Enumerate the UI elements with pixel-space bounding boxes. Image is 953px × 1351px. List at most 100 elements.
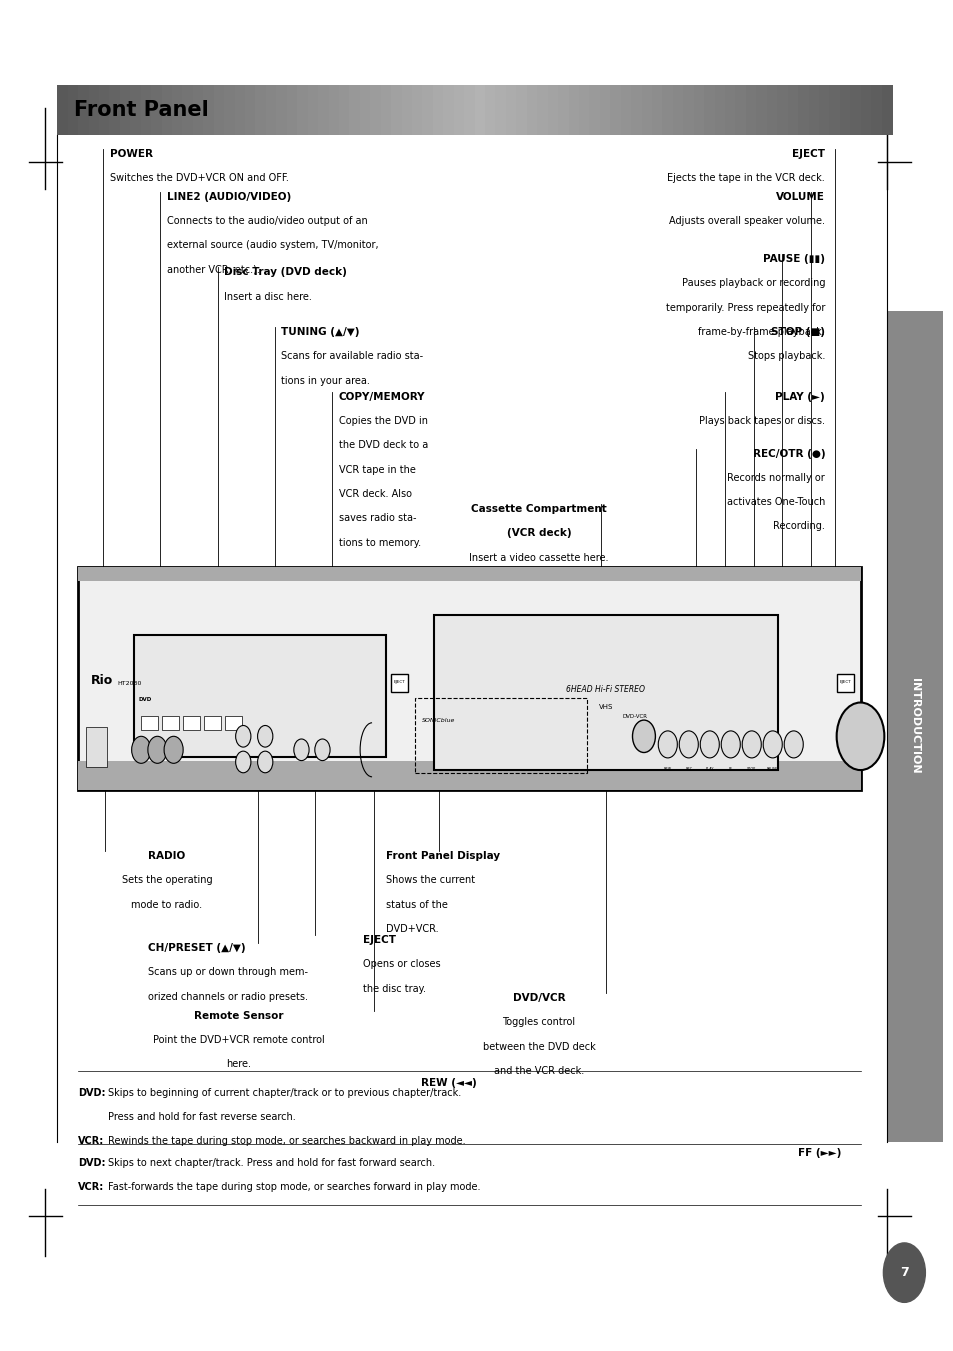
Bar (537, 85, 548, 135)
Text: Connects to the audio/video output of an: Connects to the audio/video output of an (167, 216, 367, 226)
Bar (568, 85, 579, 135)
Bar (370, 85, 381, 135)
Bar (78, 761, 860, 790)
Bar (401, 85, 413, 135)
Bar (151, 85, 162, 135)
Bar (870, 85, 882, 135)
Text: here.: here. (226, 1059, 251, 1069)
Text: SONICblue: SONICblue (421, 717, 455, 723)
Text: PAUSE (▮▮): PAUSE (▮▮) (762, 254, 824, 263)
Bar (547, 85, 558, 135)
Circle shape (294, 739, 309, 761)
Text: Ejects the tape in the VCR deck.: Ejects the tape in the VCR deck. (667, 173, 824, 182)
Text: REW: REW (663, 767, 671, 771)
Bar (162, 716, 179, 730)
Bar (78, 567, 860, 581)
Bar (297, 85, 308, 135)
Text: saves radio sta-: saves radio sta- (338, 513, 416, 523)
Bar (735, 85, 746, 135)
Text: EJECT: EJECT (791, 149, 824, 158)
Text: POWER: POWER (110, 149, 152, 158)
Text: FF: FF (728, 767, 732, 771)
Bar (484, 85, 496, 135)
Bar (255, 85, 267, 135)
Bar (317, 85, 329, 135)
Text: Skips to next chapter/track. Press and hold for fast forward search.: Skips to next chapter/track. Press and h… (108, 1158, 435, 1167)
Bar (120, 85, 132, 135)
Text: EJECT: EJECT (394, 681, 405, 684)
Bar (172, 85, 183, 135)
Text: Toggles control: Toggles control (502, 1017, 575, 1027)
Text: Front Panel: Front Panel (74, 100, 209, 120)
Bar (204, 716, 221, 730)
Bar (756, 85, 767, 135)
Bar (68, 85, 79, 135)
Text: Insert a video cassette here.: Insert a video cassette here. (469, 553, 608, 562)
Bar (828, 85, 840, 135)
Text: TUNING (▲/▼): TUNING (▲/▼) (281, 327, 359, 336)
Text: tions in your area.: tions in your area. (281, 376, 370, 385)
Text: Rewinds the tape during stop mode, or searches backward in play mode.: Rewinds the tape during stop mode, or se… (108, 1136, 465, 1146)
Text: REC: REC (684, 767, 692, 771)
Circle shape (257, 725, 273, 747)
Bar (141, 716, 158, 730)
Text: (VCR deck): (VCR deck) (506, 528, 571, 538)
Text: Insert a disc here.: Insert a disc here. (224, 292, 312, 301)
Text: DVD/VCR: DVD/VCR (512, 993, 565, 1002)
Text: orized channels or radio presets.: orized channels or radio presets. (148, 992, 308, 1001)
Bar (234, 85, 246, 135)
Bar (631, 85, 642, 135)
Text: DVD: DVD (138, 697, 152, 703)
Text: the DVD deck to a: the DVD deck to a (338, 440, 428, 450)
Text: Recording.: Recording. (773, 521, 824, 531)
Circle shape (720, 731, 740, 758)
Bar (620, 85, 632, 135)
Bar (131, 85, 141, 135)
Bar (57, 85, 69, 135)
Circle shape (235, 725, 251, 747)
Text: tions to memory.: tions to memory. (338, 538, 420, 547)
Bar (359, 85, 371, 135)
Circle shape (679, 731, 698, 758)
Bar (839, 85, 850, 135)
Bar (798, 85, 808, 135)
Bar (766, 85, 778, 135)
Text: the disc tray.: the disc tray. (362, 984, 425, 993)
Bar (860, 85, 871, 135)
Bar (836, 674, 853, 692)
Circle shape (836, 703, 883, 770)
Bar (886, 311, 942, 1142)
Text: VOLUME: VOLUME (776, 192, 824, 201)
Text: Fast-forwards the tape during stop mode, or searches forward in play mode.: Fast-forwards the tape during stop mode,… (108, 1182, 479, 1192)
Text: external source (audio system, TV/monitor,: external source (audio system, TV/monito… (167, 240, 378, 250)
Text: Point the DVD+VCR remote control: Point the DVD+VCR remote control (152, 1035, 324, 1044)
Bar (787, 85, 799, 135)
Bar (307, 85, 318, 135)
Text: STOP (■): STOP (■) (770, 327, 824, 336)
Text: Plays back tapes or discs.: Plays back tapes or discs. (699, 416, 824, 426)
Bar (161, 85, 172, 135)
Bar (433, 85, 444, 135)
Text: DVD:: DVD: (78, 1158, 106, 1167)
Bar (495, 85, 506, 135)
Text: another VCR, etc.).: another VCR, etc.). (167, 265, 259, 274)
Text: temporarily. Press repeatedly for: temporarily. Press repeatedly for (665, 303, 824, 312)
Text: LINE2 (AUDIO/VIDEO): LINE2 (AUDIO/VIDEO) (167, 192, 291, 201)
Text: DVD-VCR: DVD-VCR (621, 713, 646, 719)
Text: and the VCR deck.: and the VCR deck. (494, 1066, 583, 1075)
Bar (193, 85, 204, 135)
Bar (328, 85, 339, 135)
Text: PLAY: PLAY (705, 767, 713, 771)
Bar (245, 85, 256, 135)
Bar (672, 85, 683, 135)
Text: INTRODUCTION: INTRODUCTION (909, 678, 919, 774)
Bar (349, 85, 360, 135)
Text: REW (◄◄): REW (◄◄) (421, 1078, 476, 1088)
Text: DVD+VCR.: DVD+VCR. (386, 924, 438, 934)
Text: frame-by-frame playback.: frame-by-frame playback. (698, 327, 824, 336)
Bar (807, 85, 819, 135)
Bar (745, 85, 757, 135)
Bar (338, 85, 350, 135)
Text: Scans up or down through mem-: Scans up or down through mem- (148, 967, 308, 977)
Bar (454, 85, 465, 135)
